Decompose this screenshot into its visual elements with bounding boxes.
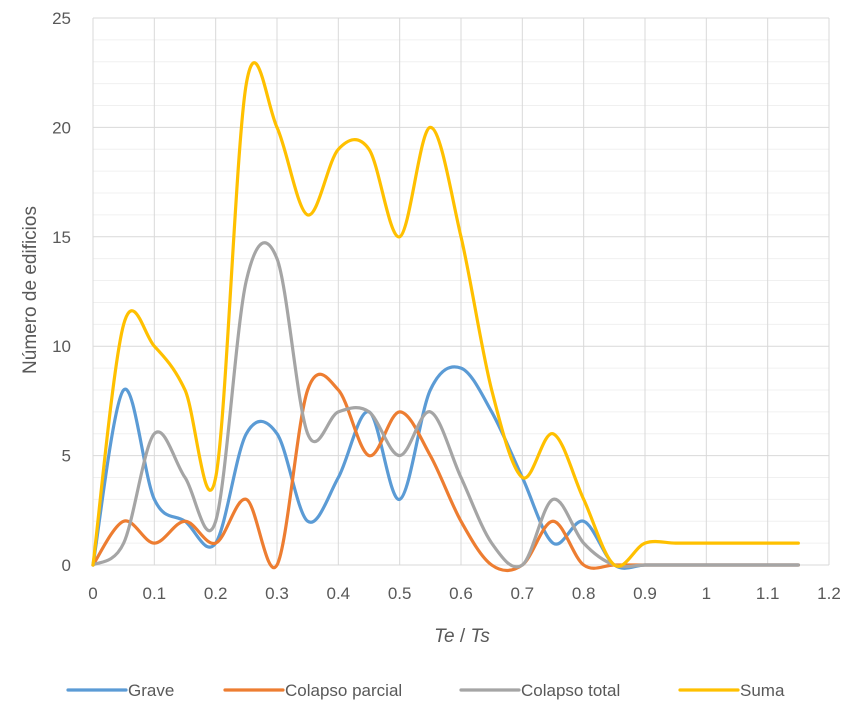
legend-label-colapso-total: Colapso total (521, 681, 620, 700)
x-tick-label: 0.1 (143, 584, 167, 603)
series-line-grave (91, 365, 800, 570)
x-tick-label: 0.9 (633, 584, 657, 603)
y-tick-label: 20 (52, 118, 71, 137)
legend-label-suma: Suma (740, 681, 785, 700)
axis-ticks: 0 5 10 15 20 25 0 0.1 0.2 0.3 0.4 0.5 0.6 0.7 0.8 0.9 1 1… (52, 9, 841, 603)
y-axis-title: Número de edificios (20, 206, 41, 374)
x-tick-label: 0.3 (265, 584, 289, 603)
x-axis-title-te: Te (434, 626, 454, 647)
x-tick-label: 1.1 (756, 584, 780, 603)
x-tick-label: 0 (88, 584, 97, 603)
x-axis-title-separator: / (455, 626, 471, 647)
legend: Grave Colapso parcial Colapso total Suma (66, 681, 785, 700)
series-line-colapso-parcial (91, 372, 800, 573)
x-tick-label: 0.4 (327, 584, 351, 603)
x-tick-label: 0.7 (511, 584, 535, 603)
plot-area (91, 61, 800, 573)
y-tick-label: 5 (62, 447, 71, 466)
x-tick-label: 0.2 (204, 584, 228, 603)
x-tick-label: 0.5 (388, 584, 412, 603)
y-tick-label: 10 (52, 337, 71, 356)
grid (92, 17, 830, 566)
legend-label-colapso-parcial: Colapso parcial (285, 681, 402, 700)
y-tick-label: 15 (52, 228, 71, 247)
x-axis-title: Te / Ts (434, 626, 490, 647)
legend-label-grave: Grave (128, 681, 174, 700)
x-axis-title-ts: Ts (470, 626, 490, 647)
y-tick-label: 0 (62, 556, 71, 575)
y-tick-label: 25 (52, 9, 71, 28)
x-tick-label: 1.2 (817, 584, 841, 603)
x-tick-label: 0.8 (572, 584, 596, 603)
x-tick-label: 1 (702, 584, 711, 603)
x-tick-label: 0.6 (449, 584, 473, 603)
series-line-suma (91, 61, 800, 568)
series-line-colapso-total (91, 241, 800, 569)
